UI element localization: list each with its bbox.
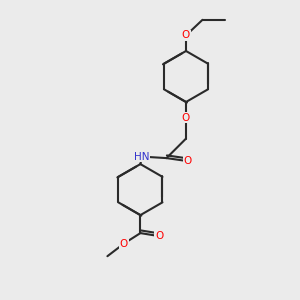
- Text: O: O: [182, 112, 190, 123]
- Text: O: O: [120, 238, 128, 249]
- Text: O: O: [183, 156, 192, 166]
- Text: O: O: [182, 30, 190, 40]
- Text: O: O: [155, 231, 163, 241]
- Text: HN: HN: [134, 152, 150, 162]
